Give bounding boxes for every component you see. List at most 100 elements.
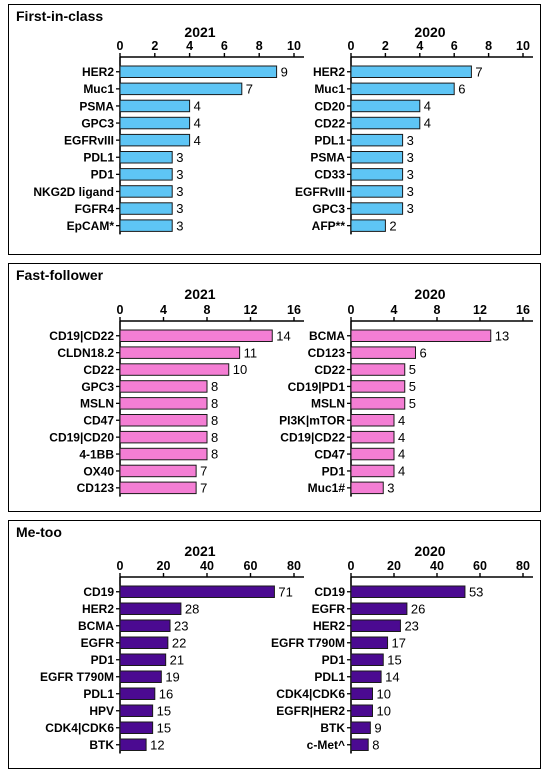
bar xyxy=(350,185,404,198)
category-label: EpCAM* xyxy=(67,219,115,233)
x-tick-label: 10 xyxy=(516,39,530,53)
category-label: MSLN xyxy=(80,397,114,411)
bar xyxy=(350,202,404,215)
bar xyxy=(119,414,208,427)
bar xyxy=(119,636,169,649)
category-label: OX40 xyxy=(83,464,114,478)
panel-title: Fast-follower xyxy=(16,267,104,283)
x-tick-label: 0 xyxy=(117,39,124,53)
bar xyxy=(119,653,167,666)
data-label: 12 xyxy=(150,737,164,752)
bar xyxy=(119,687,156,700)
bar xyxy=(119,219,173,232)
x-tick-label: 4 xyxy=(186,39,193,53)
category-label: AFP** xyxy=(312,219,346,233)
bar xyxy=(350,363,406,376)
data-label: 6 xyxy=(458,81,465,96)
data-label: 3 xyxy=(176,150,183,165)
data-label: 13 xyxy=(495,328,509,343)
data-label: 23 xyxy=(404,618,418,633)
chart-title: 2020 xyxy=(414,543,445,559)
data-label: 4 xyxy=(194,99,201,114)
data-label: 8 xyxy=(211,430,218,445)
x-tick-label: 10 xyxy=(287,39,301,53)
bar xyxy=(350,602,408,615)
bar xyxy=(350,219,386,232)
chart-title: 2021 xyxy=(184,24,215,40)
x-tick-label: 60 xyxy=(244,559,258,573)
x-tick-label: 60 xyxy=(473,559,487,573)
x-tick-label: 8 xyxy=(434,303,441,317)
data-label: 7 xyxy=(200,480,207,495)
x-tick-label: 6 xyxy=(221,39,228,53)
bar xyxy=(350,653,384,666)
x-tick-label: 0 xyxy=(117,303,124,317)
category-label: PDL1 xyxy=(83,687,114,701)
category-label: PD1 xyxy=(322,653,346,667)
bar xyxy=(119,116,191,130)
data-label: 8 xyxy=(211,413,218,428)
bar xyxy=(350,168,404,181)
bar xyxy=(119,397,208,410)
x-tick-label: 40 xyxy=(200,559,214,573)
x-tick-label: 20 xyxy=(157,559,171,573)
data-label: 19 xyxy=(165,669,179,684)
category-label: HER2 xyxy=(82,602,114,616)
bar xyxy=(119,363,230,376)
bar xyxy=(350,346,416,359)
data-label: 8 xyxy=(372,737,379,752)
bar xyxy=(350,447,395,461)
x-tick-label: 16 xyxy=(516,303,530,317)
data-label: 2 xyxy=(389,218,396,233)
category-label: CD22 xyxy=(314,363,345,377)
category-label: HER2 xyxy=(313,619,345,633)
category-label: CD19|CD20 xyxy=(49,430,114,444)
data-label: 3 xyxy=(407,184,414,199)
x-tick-label: 6 xyxy=(451,39,458,53)
x-tick-label: 80 xyxy=(287,559,301,573)
bar xyxy=(350,99,421,113)
category-label: BTK xyxy=(89,738,114,752)
x-tick-label: 8 xyxy=(256,39,263,53)
category-label: CDK4|CDK6 xyxy=(45,721,114,735)
x-tick-label: 40 xyxy=(430,559,444,573)
panel-first-in-class: First-in-class 2021 0 2 4 6 8 10 HER2 9 Muc1 7 PSMA… xyxy=(8,4,541,255)
category-label: GPC3 xyxy=(81,116,114,130)
bar xyxy=(350,430,395,444)
bar xyxy=(350,133,404,147)
bar xyxy=(119,380,208,393)
data-label: 71 xyxy=(278,584,292,599)
x-tick-label: 0 xyxy=(348,559,355,573)
bar xyxy=(350,670,382,683)
x-tick-label: 0 xyxy=(348,303,355,317)
bar xyxy=(119,619,171,632)
data-label: 3 xyxy=(407,167,414,182)
panel-fast-follower: Fast-follower 2021 0 4 8 12 16 CD19|CD22 14 CLDN… xyxy=(8,263,541,512)
data-label: 7 xyxy=(246,81,253,96)
category-label: BTK xyxy=(320,721,345,735)
category-label: CD123 xyxy=(308,346,346,360)
data-label: 10 xyxy=(377,686,391,701)
category-label: EGFR T790M xyxy=(40,670,114,684)
data-label: 26 xyxy=(411,601,425,616)
category-label: CD19 xyxy=(314,585,345,599)
data-label: 4 xyxy=(398,430,405,445)
bar xyxy=(119,721,154,734)
category-label: Muc1# xyxy=(308,481,346,495)
data-label: 5 xyxy=(409,379,416,394)
data-label: 4 xyxy=(398,447,405,462)
category-label: EGFR xyxy=(312,602,346,616)
chart-title: 2021 xyxy=(184,286,215,302)
category-label: HER2 xyxy=(313,65,345,79)
category-label: Muc1 xyxy=(314,82,345,96)
x-tick-label: 12 xyxy=(244,303,258,317)
data-label: 3 xyxy=(176,201,183,216)
bar xyxy=(119,738,147,751)
bar xyxy=(350,481,384,495)
category-label: c-Met^ xyxy=(307,738,345,752)
bar xyxy=(119,704,154,717)
bar xyxy=(350,414,395,427)
bar xyxy=(119,346,241,359)
bar xyxy=(350,380,406,393)
data-label: 8 xyxy=(211,447,218,462)
